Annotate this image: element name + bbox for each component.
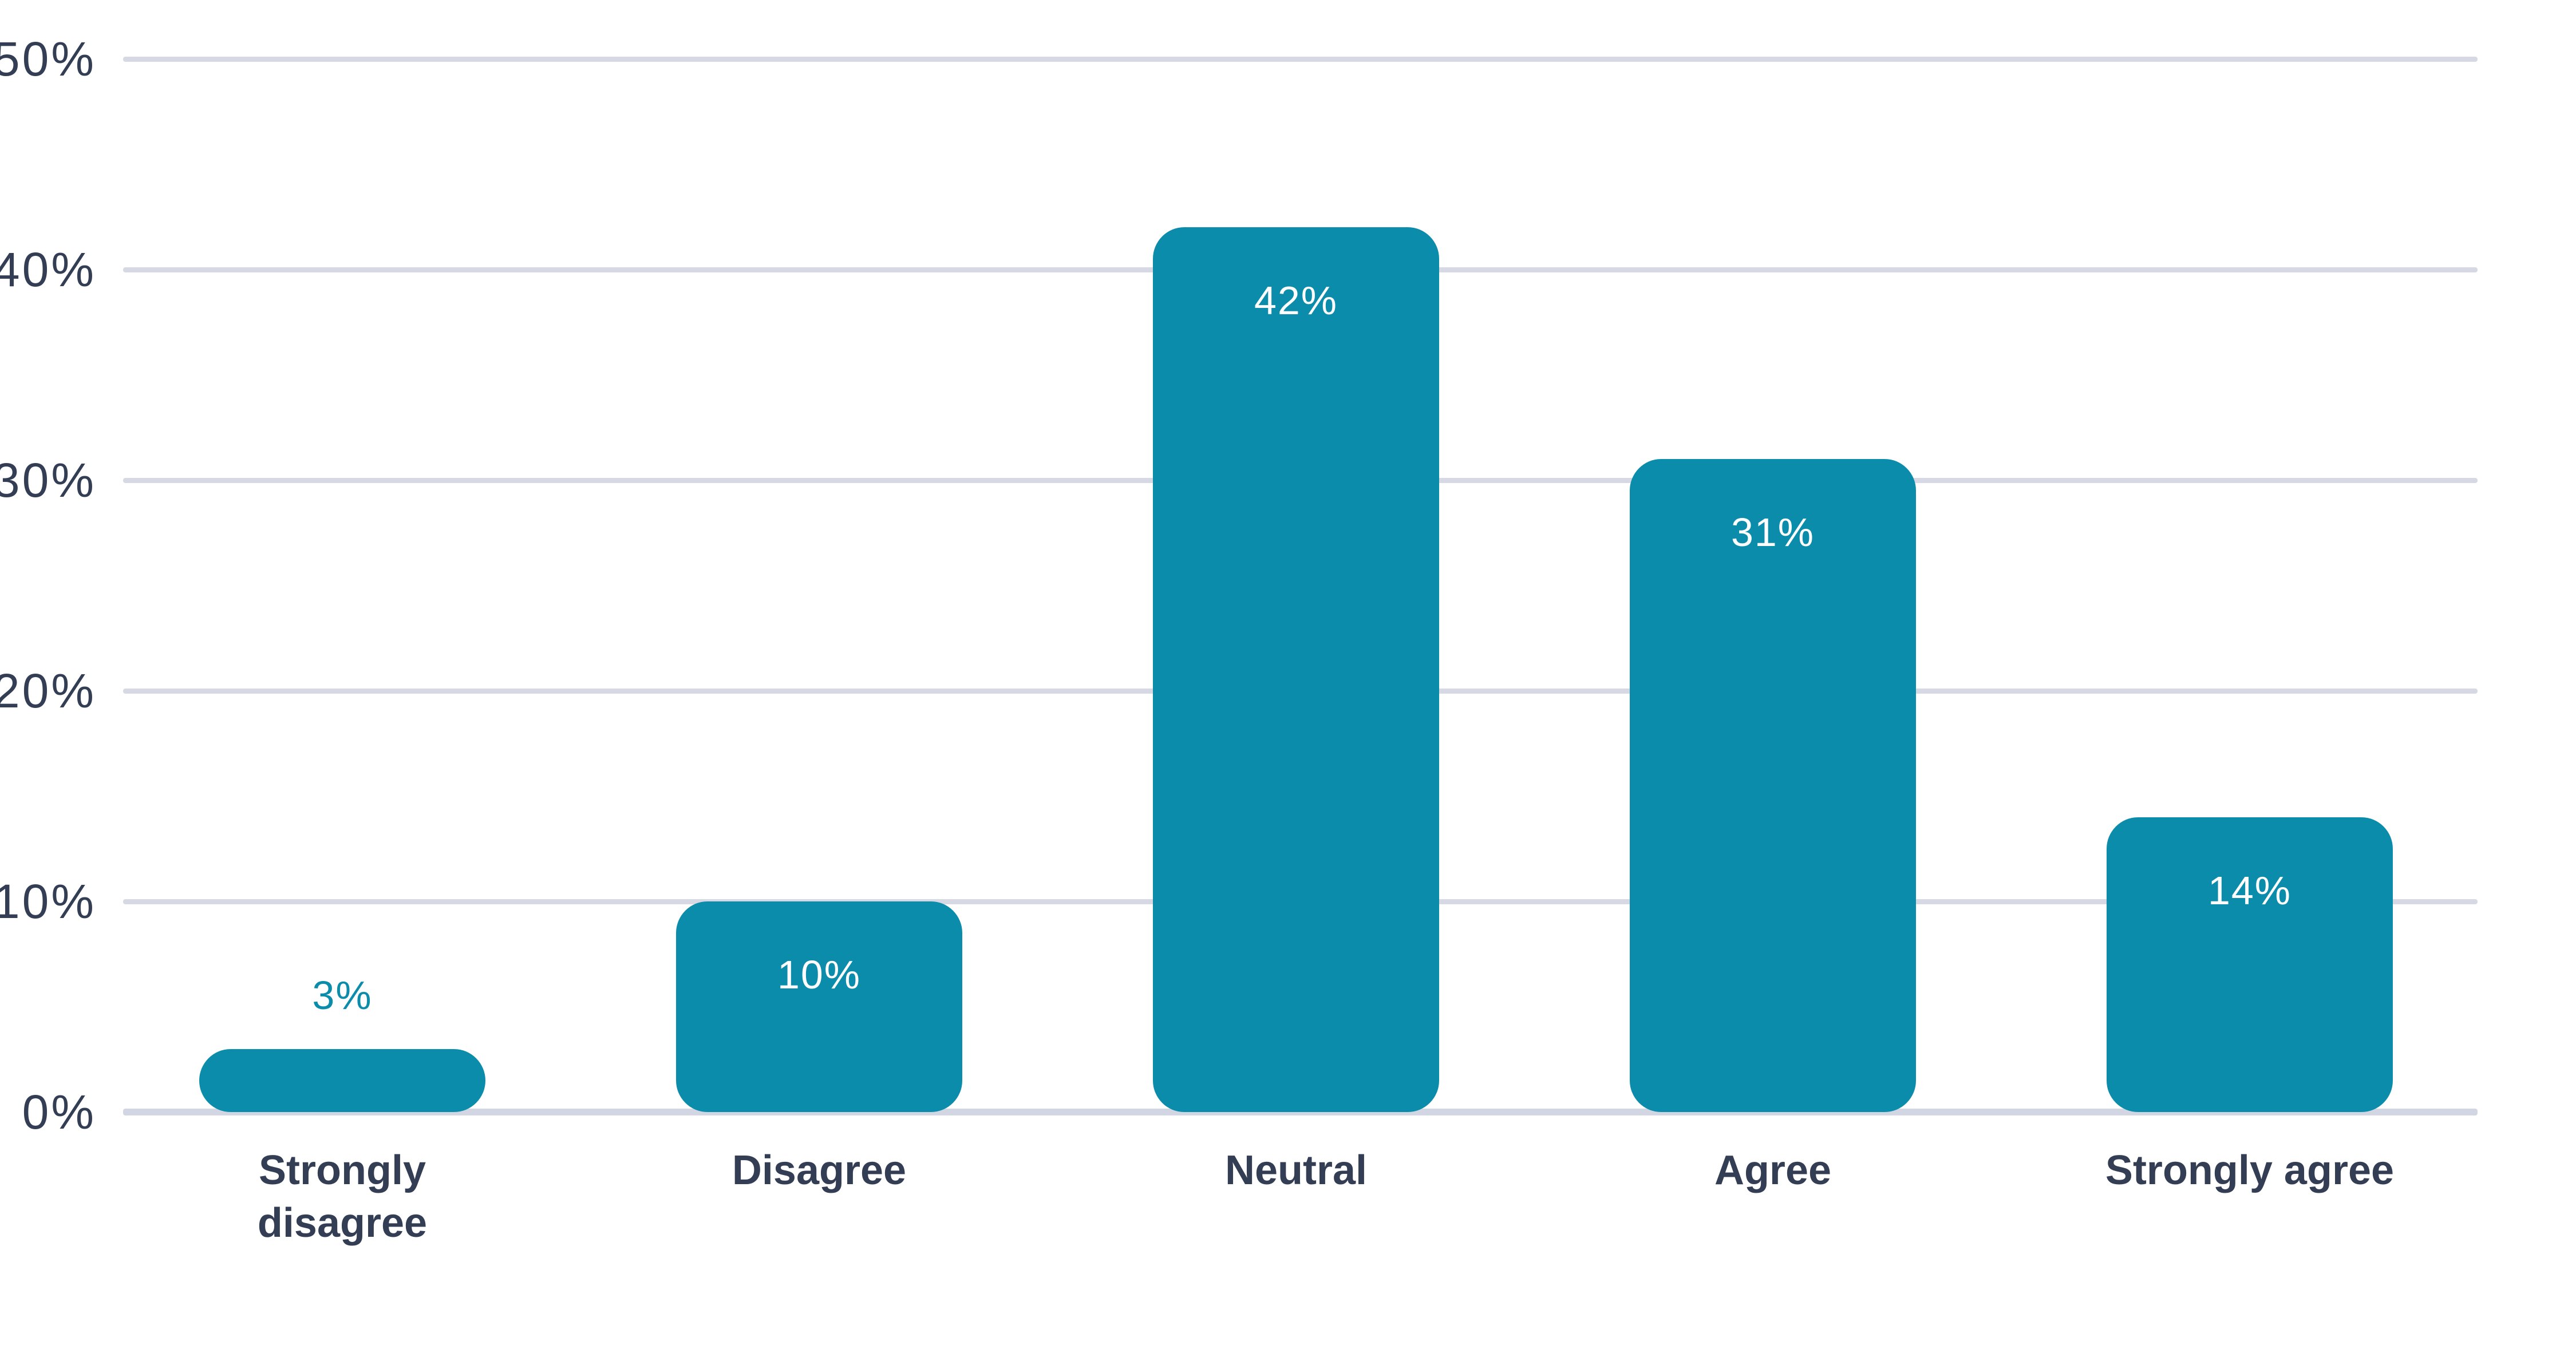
value-label-agree: 31% [1730,510,1815,555]
y-tick-label-20: 20% [0,664,96,718]
bar-strongly-disagree: 3% [199,975,485,1112]
value-label-disagree: 10% [777,952,862,997]
bar-disagree: 10% [676,901,962,1112]
category-label-neutral: Neutral [1224,1148,1368,1193]
bar-neutral: 42% [1153,227,1439,1112]
bar-agree: 31% [1630,459,1916,1112]
y-tick-label-40: 40% [0,243,96,296]
value-label-strongly-disagree: 3% [312,973,373,1018]
value-label-strongly-agree: 14% [2207,868,2292,913]
category-label-disagree: Disagree [732,1148,907,1193]
y-tick-label-10: 10% [0,875,96,928]
y-tick-label-50: 50% [0,32,96,86]
category-label-agree: Agree [1714,1148,1832,1193]
y-tick-label-0: 0% [22,1085,96,1139]
bar-strongly-agree: 14% [2107,817,2393,1112]
category-label-strongly-agree: Strongly agree [2105,1148,2395,1193]
category-label-strongly-disagree: Strongly disagree [257,1148,428,1246]
value-label-neutral: 42% [1254,278,1338,323]
y-tick-label-30: 30% [0,453,96,507]
gridline-50 [123,56,2478,62]
